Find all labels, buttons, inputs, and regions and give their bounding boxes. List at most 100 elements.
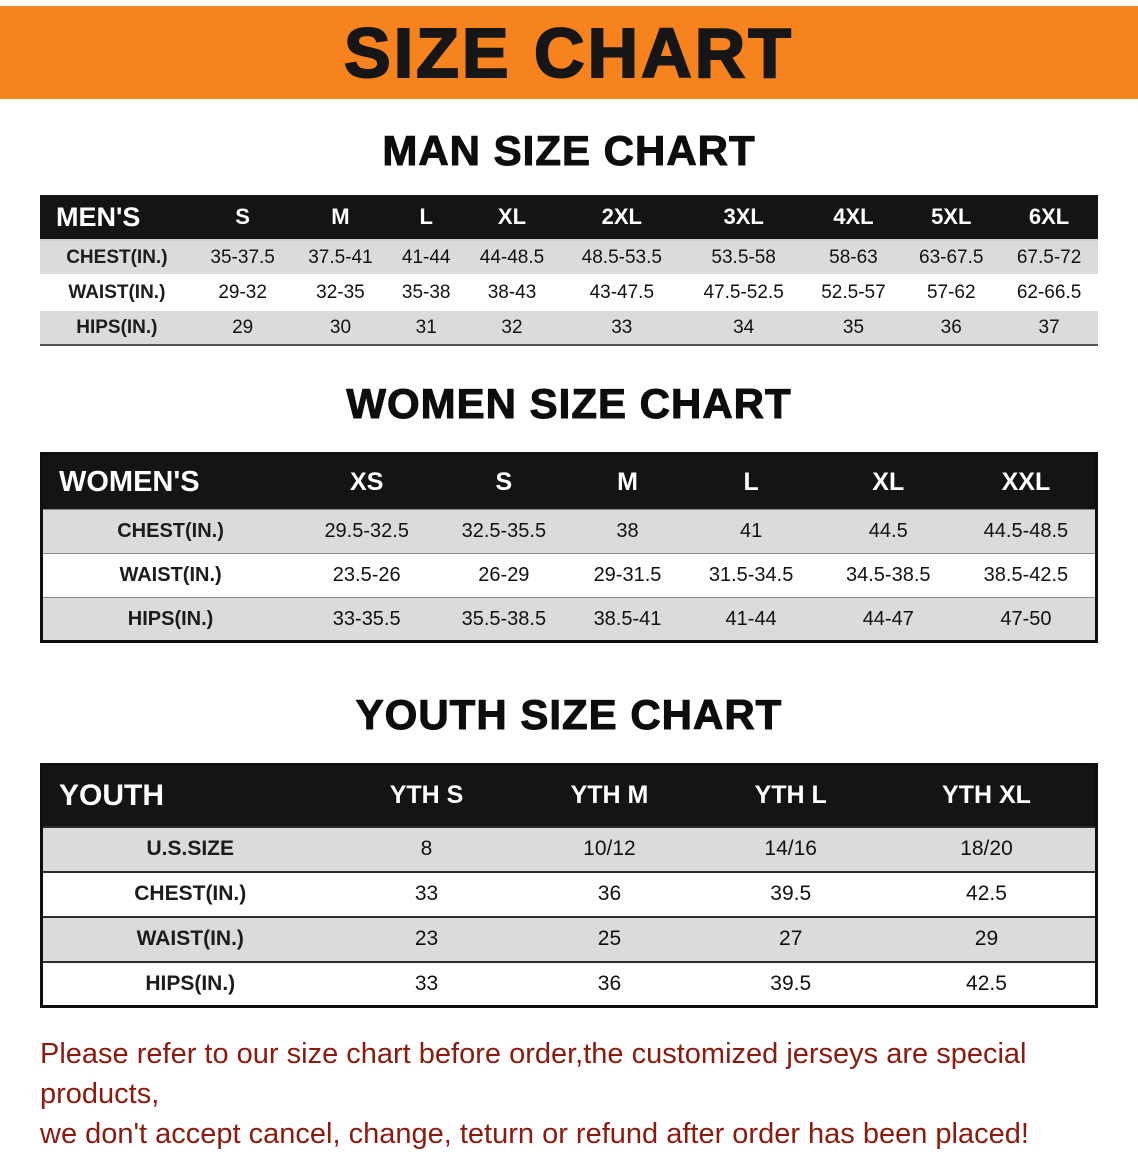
column-header: S	[235, 204, 250, 229]
column-header: S	[495, 467, 513, 496]
size-cell: 23.5-26	[332, 564, 401, 586]
size-cell: 29-32	[218, 281, 267, 303]
column-header: 6XL	[1028, 204, 1070, 229]
row-label: U.S.SIZE	[146, 837, 235, 860]
size-cell: 36	[597, 882, 622, 905]
size-cell: 18/20	[960, 837, 1013, 860]
column-header: YTH L	[754, 781, 827, 810]
size-cell: 47-50	[1000, 607, 1052, 630]
size-cell: 36	[597, 971, 622, 995]
size-cell: 39.5	[770, 971, 812, 995]
youth-table-title: YOUTH	[59, 778, 164, 812]
size-cell: 58-63	[829, 246, 878, 268]
size-cell: 14/16	[764, 837, 817, 860]
size-cell: 33	[414, 882, 439, 905]
row-label: WAIST(IN.)	[119, 564, 222, 586]
size-cell: 27	[779, 927, 803, 950]
size-cell: 53.5-58	[711, 246, 776, 268]
table-row: WAIST(IN.) 23 25 27 29	[41, 916, 1097, 962]
size-cell: 33	[611, 316, 633, 338]
size-cell: 41	[739, 520, 763, 542]
men-header-row: MEN'S S M L XL 2XL 3XL 4XL 5XL 6XL	[40, 195, 1098, 240]
size-cell: 29-31.5	[593, 564, 662, 586]
size-cell: 36	[940, 316, 962, 338]
row-label: HIPS(IN.)	[76, 316, 158, 338]
banner-title: SIZE CHART	[343, 13, 794, 93]
size-cell: 26-29	[478, 564, 530, 586]
row-label: CHEST(IN.)	[134, 882, 247, 905]
size-cell: 8	[420, 837, 433, 860]
column-header: XXL	[1001, 467, 1051, 496]
size-cell: 29.5-32.5	[324, 520, 409, 542]
men-size-table: MEN'S S M L XL 2XL 3XL 4XL 5XL 6XL CHEST…	[40, 195, 1098, 346]
size-cell: 32-35	[316, 281, 365, 303]
youth-header-row: YOUTH YTH S YTH M YTH L YTH XL	[41, 764, 1097, 827]
row-label: WAIST(IN.)	[68, 281, 166, 303]
size-cell: 41-44	[401, 246, 451, 268]
column-header: YTH M	[570, 781, 649, 810]
youth-size-table: YOUTH YTH S YTH M YTH L YTH XL U.S.SIZE …	[40, 763, 1098, 1008]
size-cell: 38.5-41	[593, 607, 662, 630]
size-cell: 39.5	[770, 882, 812, 905]
women-table-title: WOMEN'S	[59, 465, 200, 498]
row-label: CHEST(IN.)	[66, 246, 168, 268]
size-cell: 32.5-35.5	[461, 520, 547, 542]
column-header: 5XL	[931, 204, 972, 229]
size-cell: 35-37.5	[210, 246, 275, 268]
size-cell: 38.5-42.5	[983, 564, 1069, 586]
women-section-heading: WOMEN SIZE CHART	[346, 380, 792, 428]
man-section-heading: MAN SIZE CHART	[382, 127, 756, 175]
size-cell: 30	[329, 316, 352, 338]
size-chart-banner: SIZE CHART	[0, 6, 1138, 99]
size-cell: 57-62	[926, 281, 976, 303]
column-header: YTH XL	[942, 781, 1031, 810]
column-header: L	[743, 467, 759, 496]
table-row: HIPS(IN.) 33-35.5 35.5-38.5 38.5-41 41-4…	[41, 597, 1097, 642]
table-row: CHEST(IN.) 33 36 39.5 42.5	[41, 871, 1097, 917]
size-cell: 23	[414, 927, 439, 950]
table-row: HIPS(IN.) 33 36 39.5 42.5	[41, 961, 1097, 1007]
column-header: XL	[497, 204, 527, 229]
size-cell: 34.5-38.5	[846, 564, 931, 586]
row-label: WAIST(IN.)	[136, 927, 244, 950]
size-cell: 34	[733, 316, 755, 338]
size-cell: 48.5-53.5	[581, 246, 662, 268]
size-cell: 33	[414, 971, 439, 995]
size-cell: 33-35.5	[332, 607, 401, 630]
size-cell: 38	[616, 520, 639, 542]
table-row: CHEST(IN.) 29.5-32.5 32.5-35.5 38 41 44.…	[41, 509, 1097, 554]
size-cell: 44-48.5	[479, 246, 545, 268]
column-header: M	[617, 467, 638, 496]
column-header: 2XL	[601, 204, 642, 229]
table-row: CHEST(IN.) 35-37.5 37.5-41 41-44 44-48.5…	[40, 240, 1098, 275]
table-row: WAIST(IN.) 29-32 32-35 35-38 38-43 43-47…	[40, 275, 1098, 310]
row-label: HIPS(IN.)	[145, 971, 236, 995]
size-cell: 42.5	[966, 971, 1007, 995]
men-table-title: MEN'S	[56, 201, 141, 232]
size-cell: 31.5-34.5	[708, 564, 794, 586]
footer-disclaimer-line2: we don't accept cancel, change, teturn o…	[40, 1118, 1029, 1151]
column-header: XL	[872, 467, 905, 496]
column-header: 4XL	[833, 204, 874, 229]
women-size-table: WOMEN'S XS S M L XL XXL CHEST(IN.) 29.5-…	[40, 452, 1098, 643]
table-row: WAIST(IN.) 23.5-26 26-29 29-31.5 31.5-34…	[41, 553, 1097, 598]
table-row: U.S.SIZE 8 10/12 14/16 18/20	[41, 826, 1097, 872]
size-cell: 29	[232, 316, 254, 338]
column-header: M	[331, 204, 350, 229]
footer-disclaimer: Please refer to our size chart before or…	[40, 1034, 1108, 1154]
size-cell: 44-47	[862, 607, 914, 630]
size-cell: 25	[597, 927, 622, 950]
column-header: YTH S	[389, 781, 464, 810]
row-label: HIPS(IN.)	[127, 607, 214, 630]
size-cell: 47.5-52.5	[703, 281, 784, 303]
size-cell: 10/12	[583, 837, 636, 860]
size-cell: 63-67.5	[919, 246, 984, 268]
size-cell: 35-38	[401, 281, 451, 303]
footer-disclaimer-line1: Please refer to our size chart before or…	[40, 1038, 1027, 1111]
size-cell: 43-47.5	[589, 281, 655, 303]
column-header: 3XL	[723, 204, 764, 229]
size-cell: 29	[974, 927, 999, 950]
size-cell: 67.5-72	[1016, 246, 1082, 268]
size-cell: 38-43	[487, 281, 537, 303]
table-row: HIPS(IN.) 29 30 31 32 33 34 35 36 37	[40, 310, 1098, 345]
